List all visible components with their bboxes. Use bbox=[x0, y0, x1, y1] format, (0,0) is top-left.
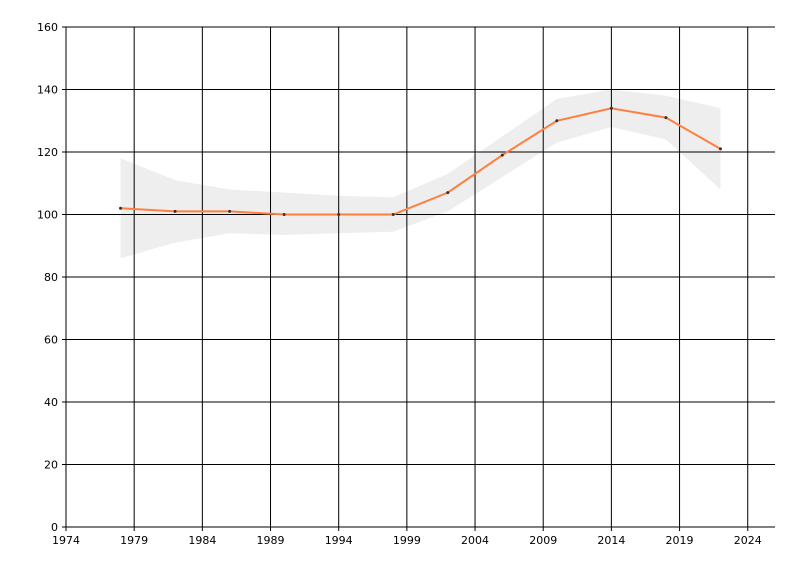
x-tick-label: 1994 bbox=[325, 534, 353, 547]
x-tick-label: 1984 bbox=[188, 534, 216, 547]
x-tick-label: 1999 bbox=[393, 534, 421, 547]
point bbox=[500, 153, 504, 157]
confidence-band bbox=[120, 89, 721, 259]
point bbox=[228, 209, 232, 213]
point bbox=[664, 116, 668, 120]
x-tick-label: 1974 bbox=[52, 534, 80, 547]
y-tick-label: 60 bbox=[44, 334, 58, 347]
point bbox=[609, 106, 613, 110]
point bbox=[446, 191, 450, 195]
x-tick-label: 2004 bbox=[461, 534, 489, 547]
point bbox=[555, 119, 559, 123]
point bbox=[391, 213, 395, 216]
line bbox=[120, 107, 721, 216]
y-tick-label: 40 bbox=[44, 396, 58, 409]
x-tick-label: 2009 bbox=[529, 534, 557, 547]
point bbox=[119, 206, 123, 210]
point bbox=[718, 147, 722, 151]
y-tick-label: 100 bbox=[37, 209, 58, 222]
y-tick-label: 160 bbox=[37, 21, 58, 34]
y-tick-label: 140 bbox=[37, 84, 58, 97]
point bbox=[173, 209, 177, 213]
y-tick-label: 120 bbox=[37, 146, 58, 159]
point bbox=[337, 213, 341, 216]
x-tick-label: 2019 bbox=[666, 534, 694, 547]
y-tick-label: 80 bbox=[44, 271, 58, 284]
x-tick-label: 1979 bbox=[120, 534, 148, 547]
x-tick-label: 2014 bbox=[597, 534, 625, 547]
x-tick-label: 1989 bbox=[257, 534, 285, 547]
x-tick-label: 2024 bbox=[734, 534, 762, 547]
y-tick-label: 20 bbox=[44, 459, 58, 472]
point bbox=[282, 213, 286, 216]
y-tick-label: 0 bbox=[51, 521, 58, 534]
